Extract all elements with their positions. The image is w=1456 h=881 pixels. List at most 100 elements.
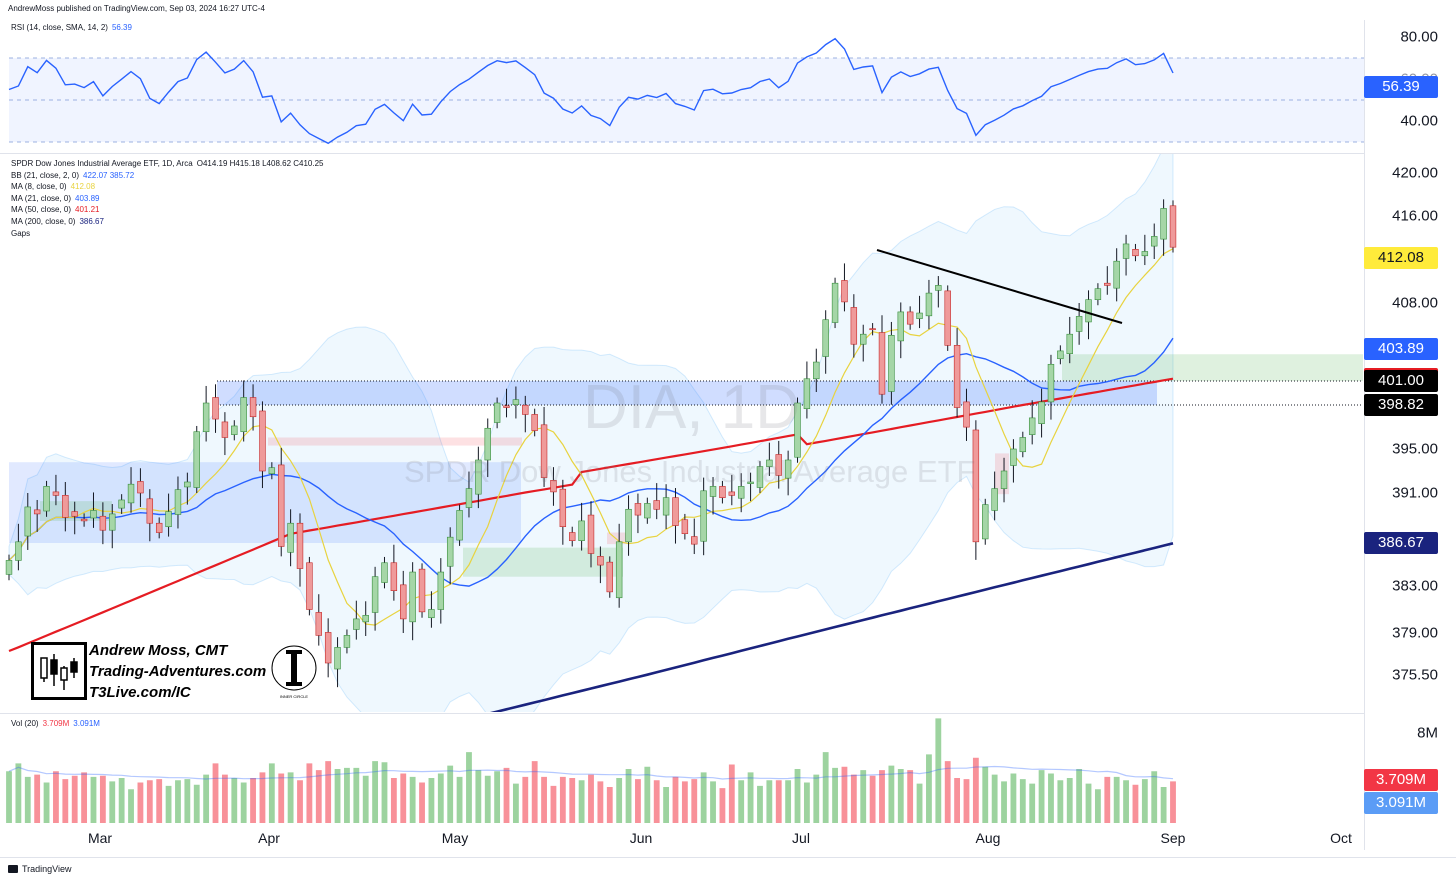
volume-bar	[381, 762, 388, 823]
candle	[1141, 251, 1149, 257]
volume-bar	[616, 778, 623, 823]
indicator-label: MA (200, close, 0)	[11, 216, 76, 226]
candle	[1132, 249, 1139, 257]
candle	[569, 532, 576, 541]
volume-bar	[203, 774, 210, 823]
volume-legend: Vol (20) 3.709M 3.091M	[11, 718, 100, 730]
candle	[925, 292, 933, 317]
volume-bar	[1104, 776, 1111, 823]
volume-bar	[81, 772, 88, 823]
logo-candle	[50, 659, 58, 675]
resistance-trendline	[876, 249, 1123, 324]
volume-bar	[897, 769, 904, 823]
volume-bar	[90, 776, 97, 823]
candle	[719, 486, 726, 498]
candle	[62, 495, 69, 518]
candle	[578, 520, 585, 541]
volume-bar	[240, 782, 247, 823]
candle	[860, 333, 867, 345]
candle	[484, 427, 491, 461]
volume-bar	[128, 789, 134, 823]
volume-bar	[62, 779, 69, 823]
indicator-label: BB (21, close, 2, 0)	[11, 170, 80, 180]
x-axis-label: Mar	[87, 830, 113, 846]
volume-bar	[512, 783, 519, 823]
candle	[33, 509, 41, 515]
indicator-label: Gaps	[11, 228, 31, 238]
price-tick-label: 416.00	[1392, 207, 1438, 225]
price-tick-label: 391.00	[1392, 484, 1438, 502]
candle	[615, 541, 623, 599]
candle	[691, 536, 698, 545]
volume-bar	[559, 776, 566, 823]
volume-pane[interactable]	[0, 713, 1364, 826]
indicator-label: MA (50, close, 0)	[11, 205, 72, 215]
candle	[681, 519, 689, 534]
volume-bar	[813, 774, 820, 823]
candle	[784, 459, 792, 479]
volume-bar	[522, 776, 529, 823]
price-tick-label: 395.00	[1392, 440, 1438, 458]
candle	[268, 467, 276, 475]
volume-bar	[306, 763, 313, 823]
candle	[221, 421, 229, 438]
volume-bar	[747, 772, 754, 823]
indicator-legend-row: BB (21, close, 2, 0) 422.07 385.72	[11, 170, 324, 182]
candle	[756, 466, 764, 488]
indicator-legend-row: Gaps	[11, 228, 324, 240]
volume-bar	[212, 763, 219, 823]
candle	[428, 609, 435, 619]
price-axis[interactable]	[1364, 20, 1456, 850]
x-axis-label: May	[441, 830, 469, 846]
volume-bar	[832, 767, 838, 823]
candle	[456, 510, 463, 541]
candle	[324, 632, 332, 664]
tradingview-logo-icon	[8, 865, 18, 873]
candle	[52, 491, 60, 496]
volume-bar	[344, 767, 350, 823]
volume-bar	[1076, 769, 1083, 823]
volume-bar	[888, 765, 895, 823]
volume-bar	[1113, 776, 1120, 823]
volume-bar	[794, 769, 801, 823]
volume-bar	[719, 788, 726, 823]
volume-bar	[334, 769, 341, 823]
volume-bar	[268, 763, 275, 823]
brand-line2: Trading-Adventures.com	[89, 663, 267, 680]
price-tag: 398.82	[1364, 394, 1438, 416]
volume-bar	[597, 781, 604, 823]
volume-bar	[1160, 787, 1167, 823]
candle	[709, 486, 717, 497]
x-axis-label: Oct	[1330, 830, 1352, 846]
volume-bar	[935, 718, 942, 823]
price-tag: 401.00	[1364, 370, 1438, 392]
volume-bar	[6, 771, 12, 823]
volume-bar	[250, 778, 256, 823]
candle	[822, 319, 829, 357]
volume-bar	[1029, 783, 1036, 823]
publisher-text: AndrewMoss published on TradingView.com,…	[8, 4, 265, 13]
candle	[362, 615, 369, 623]
candle	[766, 459, 773, 467]
candle	[597, 556, 604, 566]
candle	[982, 504, 989, 540]
ohlc-values: O414.19 H415.18 L408.62 C410.25	[196, 159, 324, 168]
candle	[794, 402, 801, 458]
brand-line1: Andrew Moss, CMT	[89, 642, 228, 659]
candle	[465, 488, 473, 508]
candle	[353, 618, 360, 630]
candle	[240, 397, 247, 433]
logo-candle	[40, 657, 48, 679]
volume-bar	[297, 780, 303, 823]
price-pane[interactable]	[0, 153, 1364, 714]
volume-tag: 3.709M	[1364, 769, 1438, 791]
candle	[71, 511, 78, 517]
rsi-tick-label: 80.00	[1400, 28, 1438, 46]
ma8-line	[8, 248, 1174, 626]
candle	[165, 511, 172, 528]
candle	[634, 503, 642, 516]
candle	[606, 561, 613, 593]
candle	[1151, 236, 1158, 247]
volume-bar	[372, 761, 379, 823]
